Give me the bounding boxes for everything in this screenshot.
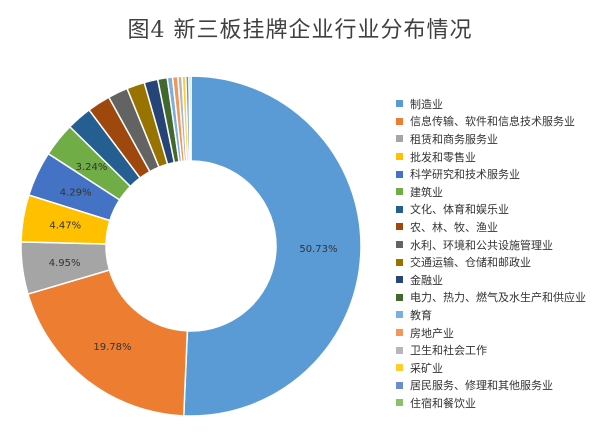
legend-label: 交通运输、仓储和邮政业: [410, 256, 531, 270]
legend: 制造业信息传输、软件和信息技术服务业 租赁和商务服务业 批发和零售业科学研究和技术服…: [396, 95, 586, 412]
legend-label: 批发和零售业: [410, 150, 476, 164]
legend-item-3: 租赁和商务服务业: [396, 130, 586, 148]
legend-item-12: 电力、热力、燃气及水生产和供应业: [396, 289, 586, 307]
legend-item-5: 科学研究和技术服务业: [396, 165, 586, 183]
legend-swatch: [396, 346, 403, 354]
legend-item-1: 制造业: [396, 95, 586, 113]
legend-item-13: 教育: [396, 306, 586, 324]
legend-label: 制造业: [410, 97, 443, 111]
legend-swatch: [396, 117, 403, 125]
legend-swatch: [396, 153, 403, 161]
legend-label: 房地产业: [410, 326, 454, 340]
legend-label: 科学研究和技术服务业: [410, 168, 520, 182]
legend-label: 教育: [410, 308, 432, 322]
legend-swatch: [396, 205, 403, 213]
legend-swatch: [396, 223, 403, 231]
chart-title: 图4 新三板挂牌企业行业分布情况: [127, 18, 473, 43]
legend-label: 租赁和商务服务业: [410, 132, 498, 146]
legend-label: 电力、热力、燃气及水生产和供应业: [410, 291, 586, 305]
data-label-group: 50.73% 19.78% 4.95% 4.47% 4.29% 3.24%: [49, 162, 338, 353]
legend-item-14: 房地产业: [396, 324, 586, 342]
legend-swatch: [396, 329, 403, 337]
data-label-4: 4.47%: [49, 221, 81, 232]
legend-label: 建筑业: [410, 185, 443, 199]
legend-item-10: 交通运输、仓储和邮政业: [396, 253, 586, 271]
legend-swatch: [396, 241, 403, 249]
legend-label: 金融业: [410, 273, 443, 287]
legend-swatch: [396, 311, 403, 319]
legend-label: 卫生和社会工作: [410, 344, 487, 358]
data-label-2: 19.78%: [93, 342, 131, 353]
legend-swatch: [396, 188, 403, 196]
legend-item-18: 住宿和餐饮业: [396, 394, 586, 412]
legend-item-16: 采矿业: [396, 359, 586, 377]
legend-item-15: 卫生和社会工作: [396, 341, 586, 359]
slice-18: [188, 75, 192, 162]
data-label-3: 4.95%: [49, 258, 81, 269]
slice-2: [26, 269, 189, 417]
legend-label: 居民服务、修理和其他服务业: [410, 379, 553, 393]
legend-item-7: 文化、体育和娱乐业: [396, 201, 586, 219]
legend-swatch: [396, 381, 403, 389]
legend-swatch: [396, 399, 403, 407]
legend-label: 住宿和餐饮业: [410, 396, 476, 410]
legend-label: 水利、环境和公共设施管理业: [410, 238, 553, 252]
legend-item-6: 建筑业: [396, 183, 586, 201]
legend-swatch: [396, 293, 403, 301]
data-label-1: 50.73%: [299, 244, 337, 255]
slice-group: [20, 75, 362, 417]
legend-label: 信息传输、软件和信息技术服务业: [410, 115, 575, 129]
legend-label: 采矿业: [410, 361, 443, 375]
legend-item-8: 农、林、牧、渔业: [396, 218, 586, 236]
legend-swatch: [396, 364, 403, 372]
legend-item-9: 水利、环境和公共设施管理业: [396, 236, 586, 254]
slice-1: [182, 75, 362, 417]
legend-label: 文化、体育和娱乐业: [410, 203, 509, 217]
data-label-6: 3.24%: [76, 162, 108, 173]
legend-item-2: 信息传输、软件和信息技术服务业: [396, 113, 586, 131]
legend-item-11: 金融业: [396, 271, 586, 289]
legend-swatch: [396, 100, 403, 108]
legend-swatch: [396, 135, 403, 143]
legend-swatch: [396, 276, 403, 284]
legend-label: 农、林、牧、渔业: [410, 220, 498, 234]
legend-swatch: [396, 258, 403, 266]
legend-swatch: [396, 170, 403, 178]
data-label-5: 4.29%: [60, 187, 92, 198]
legend-item-4: 批发和零售业: [396, 148, 586, 166]
legend-item-17: 居民服务、修理和其他服务业: [396, 377, 586, 395]
